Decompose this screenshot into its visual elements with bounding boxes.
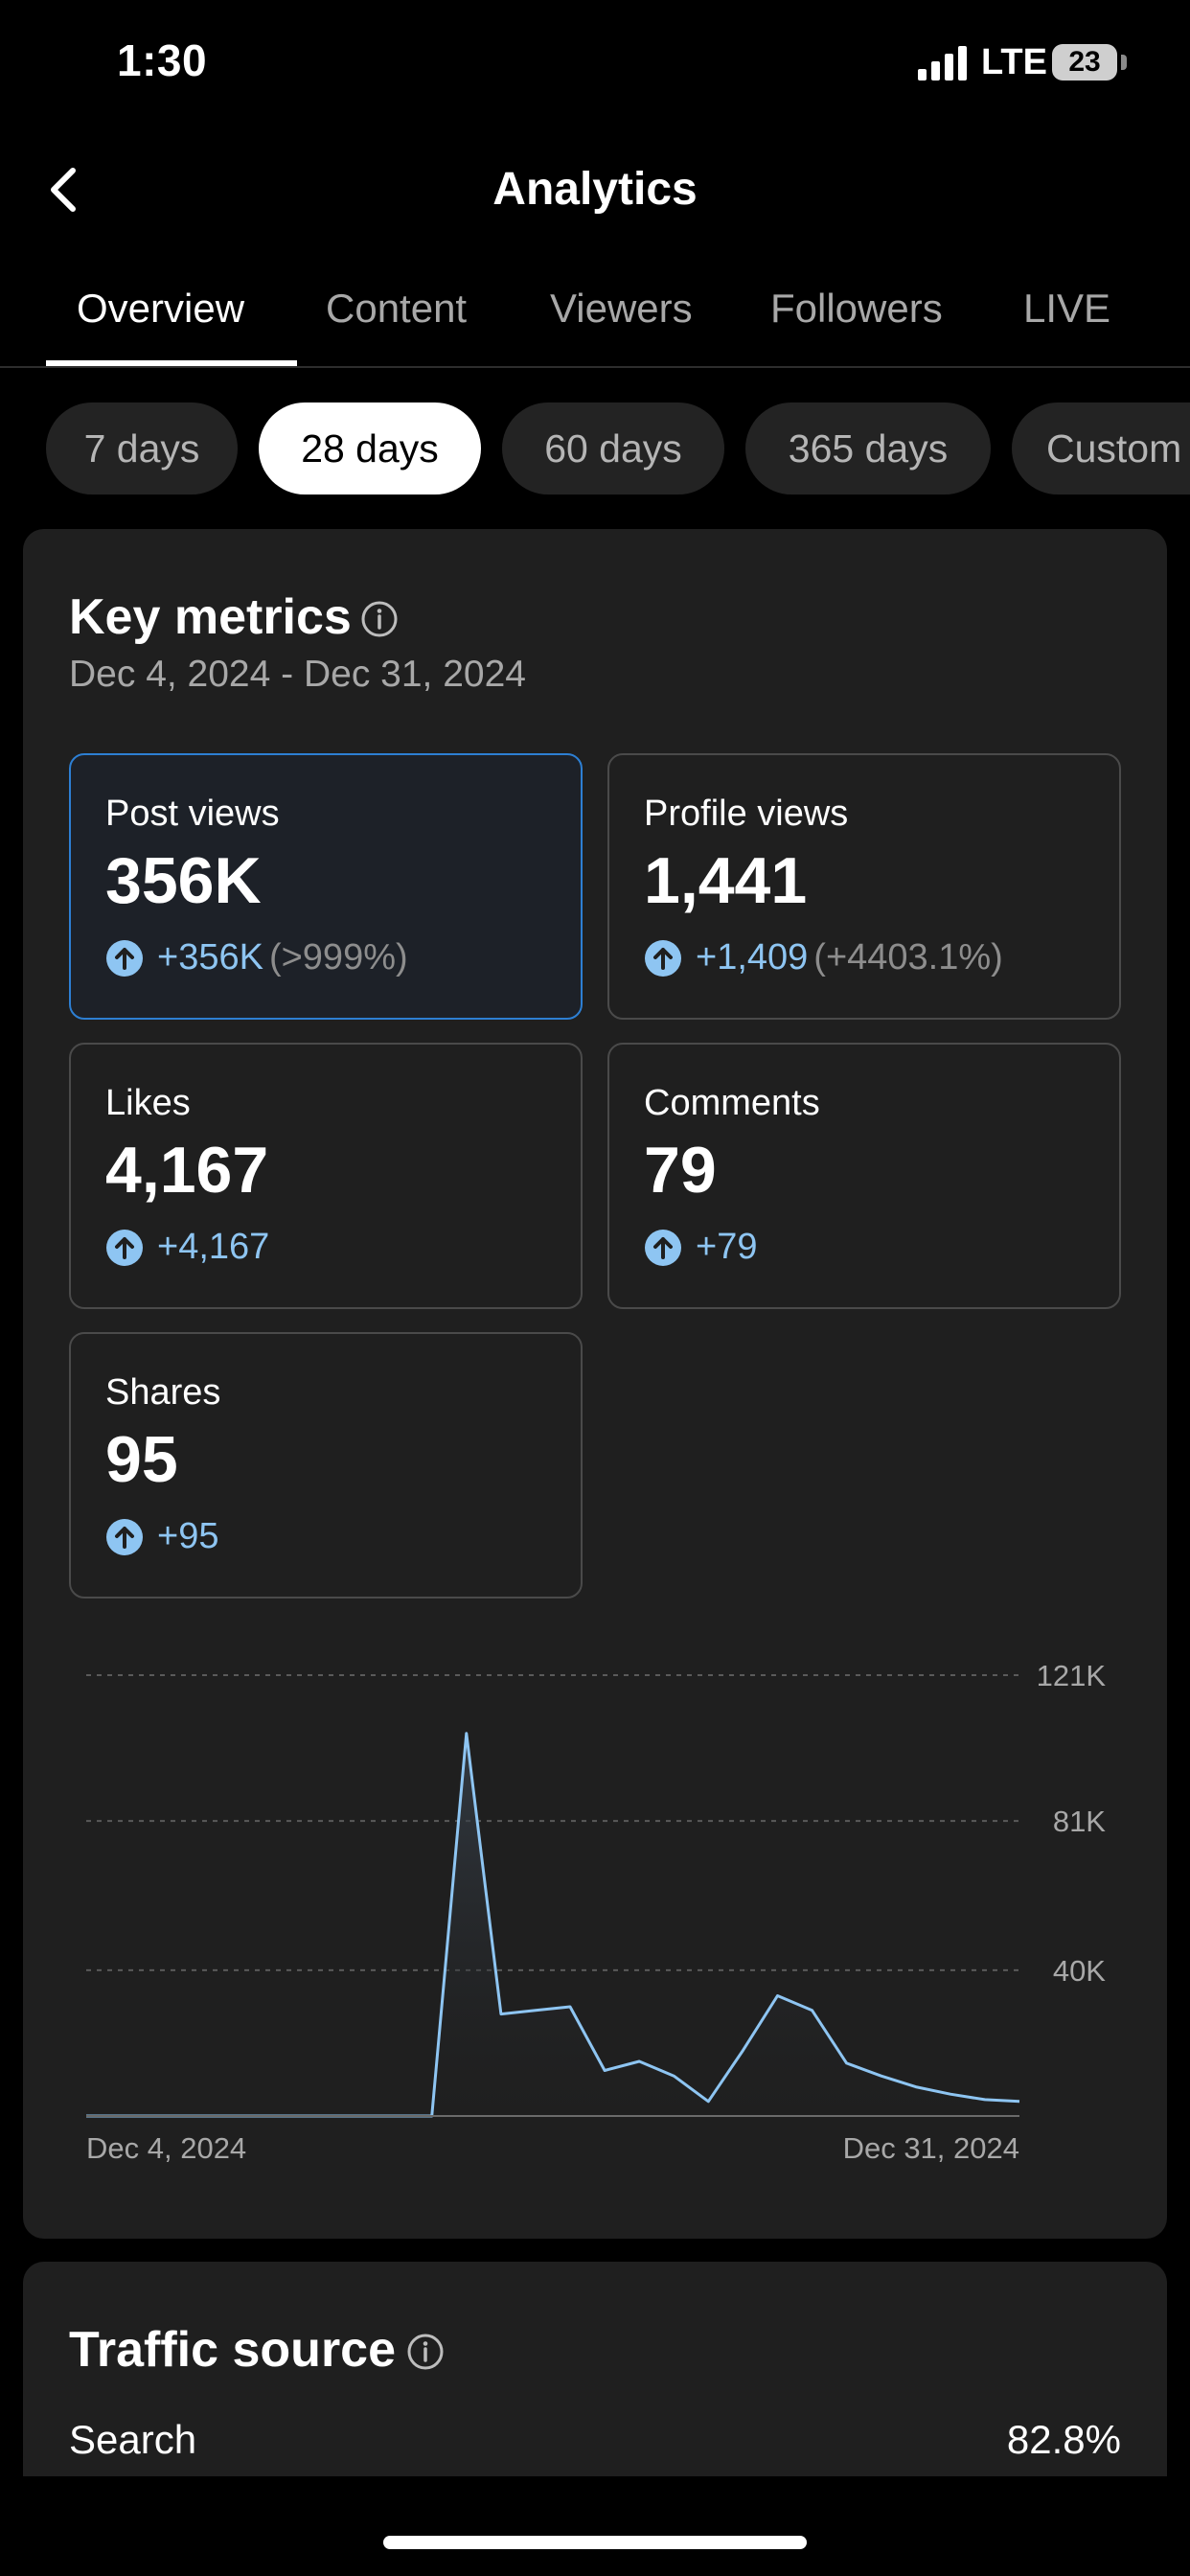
metric-label: Post views	[105, 794, 280, 834]
change-value: +1,409	[696, 937, 809, 978]
tab-content[interactable]: Content	[326, 286, 468, 331]
traffic-label: Search	[69, 2417, 197, 2462]
x-tick-label-end: Dec 31, 2024	[843, 2131, 1019, 2165]
range-365-days[interactable]: 365 days	[745, 402, 991, 494]
key-metrics-card: Key metrics Dec 4, 2024 - Dec 31, 2024 P…	[23, 529, 1167, 2239]
change-percent: (>999%)	[268, 937, 408, 978]
post-views-chart: 121K 81K 40K Dec 4, 2024 Dec 31, 2024	[86, 1659, 1107, 2165]
date-range: Dec 4, 2024 - Dec 31, 2024	[69, 654, 526, 695]
metric-label: Shares	[105, 1372, 221, 1413]
tab-underline	[46, 360, 297, 366]
status-time: 1:30	[117, 35, 208, 85]
metric-profile-views[interactable]: Profile views 1,441 +1,409 (+4403.1%)	[607, 753, 1121, 1020]
header: Analytics	[0, 144, 1190, 240]
arrow-up-circle-icon	[106, 939, 143, 977]
metric-change: +4,167	[105, 1227, 269, 1268]
network-type: LTE	[981, 42, 1047, 82]
change-value: +95	[157, 1516, 219, 1556]
metric-shares[interactable]: Shares 95 +95	[69, 1332, 583, 1598]
metric-change: +95	[105, 1516, 218, 1557]
chart-area	[86, 1733, 1019, 2116]
range-28-days[interactable]: 28 days	[259, 402, 481, 494]
home-indicator	[383, 2536, 807, 2549]
arrow-up-circle-icon	[106, 1229, 143, 1266]
metric-label: Comments	[644, 1083, 820, 1123]
metric-value: 95	[105, 1423, 178, 1496]
tab-overview[interactable]: Overview	[77, 286, 245, 331]
change-value: +4,167	[157, 1227, 270, 1267]
metric-change: +79	[644, 1227, 757, 1268]
metric-change: +1,409 (+4403.1%)	[644, 937, 1003, 978]
key-metrics-title: Key metrics	[69, 589, 352, 645]
metric-value: 4,167	[105, 1134, 269, 1207]
bottom-safe-area	[0, 2476, 1190, 2576]
arrow-up-circle-icon	[645, 1229, 681, 1266]
metric-value: 356K	[105, 844, 262, 917]
info-icon[interactable]	[406, 2333, 445, 2371]
y-tick-label: 40K	[1053, 1954, 1106, 1988]
tab-followers[interactable]: Followers	[770, 286, 943, 331]
y-tick-label: 81K	[1053, 1805, 1106, 1838]
metric-likes[interactable]: Likes 4,167 +4,167	[69, 1043, 583, 1309]
range-60-days[interactable]: 60 days	[502, 402, 724, 494]
change-percent: (+4403.1%)	[813, 937, 1003, 978]
change-value: +356K	[157, 937, 263, 978]
battery-tip	[1121, 55, 1127, 70]
tab-live[interactable]: LIVE	[1023, 286, 1111, 331]
chevron-left-icon[interactable]	[38, 163, 92, 217]
metric-post-views[interactable]: Post views 356K +356K (>999%)	[69, 753, 583, 1020]
change-value: +79	[696, 1227, 758, 1267]
traffic-source-title: Traffic source	[69, 2322, 397, 2378]
traffic-percent: 82.8%	[1006, 2417, 1121, 2462]
metric-change: +356K (>999%)	[105, 937, 408, 978]
tab-bar: Overview Content Viewers Followers LIVE	[0, 264, 1190, 368]
info-icon[interactable]	[360, 600, 399, 638]
metric-label: Likes	[105, 1083, 191, 1123]
arrow-up-circle-icon	[106, 1518, 143, 1555]
range-7-days[interactable]: 7 days	[46, 402, 238, 494]
metric-label: Profile views	[644, 794, 849, 834]
arrow-up-circle-icon	[645, 939, 681, 977]
status-bar: 1:30 LTE 23	[0, 0, 1190, 134]
signal-icon	[918, 46, 970, 80]
metric-value: 79	[644, 1134, 717, 1207]
metric-comments[interactable]: Comments 79 +79	[607, 1043, 1121, 1309]
range-custom[interactable]: Custom	[1012, 402, 1190, 494]
y-tick-label: 121K	[1037, 1659, 1107, 1692]
tab-viewers[interactable]: Viewers	[550, 286, 693, 331]
metric-value: 1,441	[644, 844, 808, 917]
x-tick-label-start: Dec 4, 2024	[86, 2131, 246, 2165]
page-title: Analytics	[492, 164, 698, 215]
battery-icon: 23	[1052, 44, 1117, 80]
